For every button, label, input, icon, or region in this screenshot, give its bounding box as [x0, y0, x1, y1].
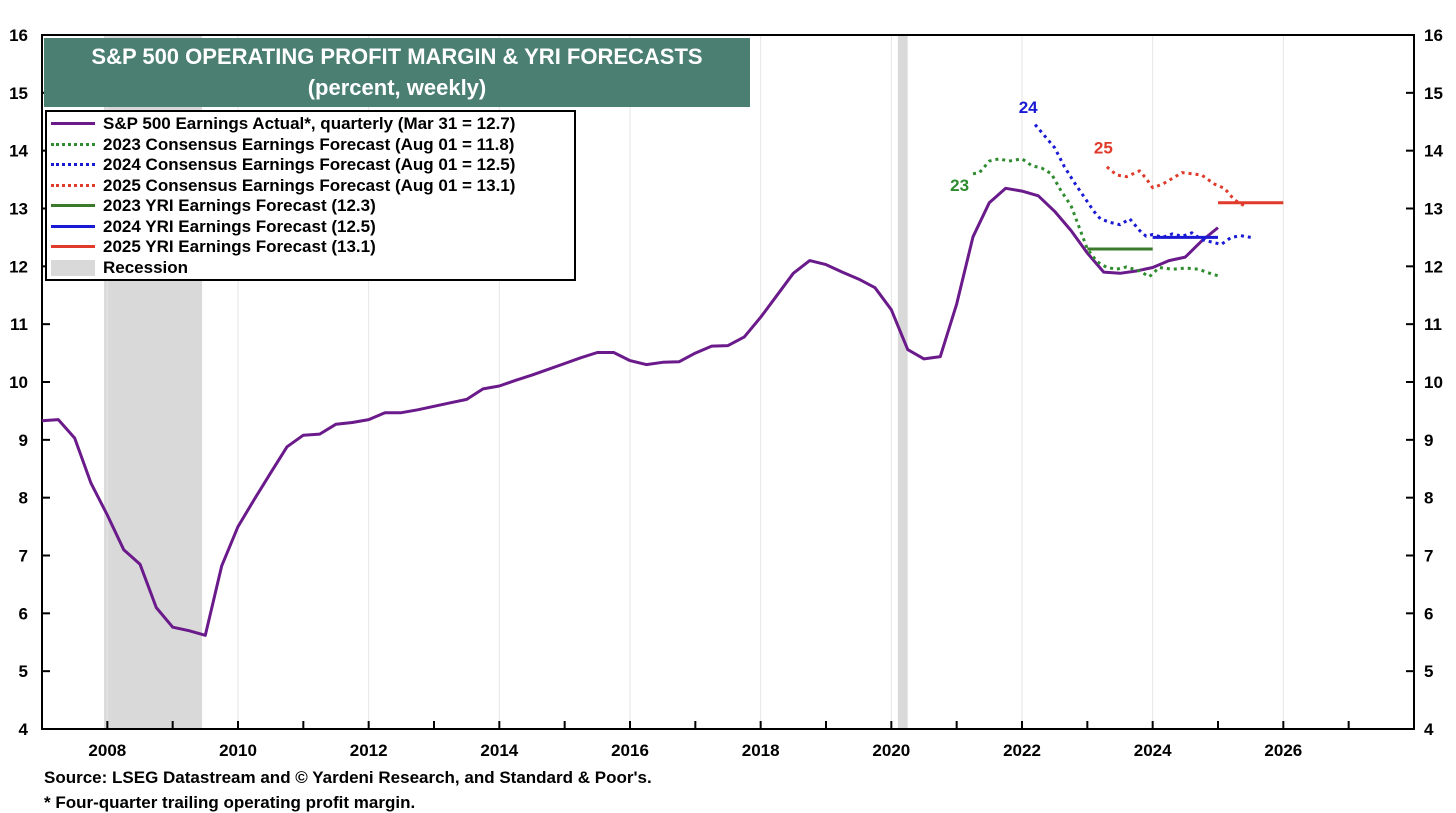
- legend-item: 2024 Consensus Earnings Forecast (Aug 01…: [47, 155, 574, 176]
- y-tick-label-right: 9: [1424, 431, 1433, 450]
- y-tick-label-left: 16: [9, 26, 28, 45]
- chart-legend: S&P 500 Earnings Actual*, quarterly (Mar…: [45, 110, 576, 281]
- y-tick-label-left: 8: [19, 489, 28, 508]
- legend-swatch: [51, 239, 95, 255]
- series-annotation-23: 23: [950, 176, 969, 195]
- y-tick-label-right: 5: [1424, 662, 1433, 681]
- legend-label: 2024 Consensus Earnings Forecast (Aug 01…: [103, 155, 516, 175]
- x-tick-label: 2024: [1134, 741, 1172, 760]
- y-tick-label-left: 5: [19, 662, 28, 681]
- y-tick-label-left: 14: [9, 142, 28, 161]
- legend-item: S&P 500 Earnings Actual*, quarterly (Mar…: [47, 114, 574, 135]
- chart-title: S&P 500 OPERATING PROFIT MARGIN & YRI FO…: [91, 44, 703, 69]
- y-tick-label-left: 4: [19, 720, 29, 739]
- y-tick-label-right: 14: [1424, 142, 1443, 161]
- legend-swatch: [51, 259, 95, 276]
- y-tick-label-right: 16: [1424, 26, 1443, 45]
- legend-item: 2025 Consensus Earnings Forecast (Aug 01…: [47, 176, 574, 197]
- x-tick-label: 2010: [219, 741, 257, 760]
- y-tick-label-left: 7: [19, 547, 28, 566]
- y-tick-label-right: 7: [1424, 547, 1433, 566]
- source-note: Source: LSEG Datastream and © Yardeni Re…: [44, 768, 652, 787]
- legend-swatch: [51, 198, 95, 214]
- y-tick-label-right: 8: [1424, 489, 1433, 508]
- chart-subtitle: (percent, weekly): [307, 75, 487, 100]
- legend-swatch: [51, 219, 95, 235]
- legend-label: 2023 Consensus Earnings Forecast (Aug 01…: [103, 134, 515, 154]
- legend-item: 2023 YRI Earnings Forecast (12.3): [47, 196, 574, 217]
- legend-item: 2023 Consensus Earnings Forecast (Aug 01…: [47, 135, 574, 156]
- x-tick-label: 2012: [350, 741, 388, 760]
- x-tick-label: 2014: [480, 741, 518, 760]
- y-tick-label-right: 6: [1424, 604, 1433, 623]
- recession-band-1: [897, 35, 908, 729]
- y-tick-label-right: 12: [1424, 257, 1443, 276]
- y-tick-label-right: 10: [1424, 373, 1443, 392]
- legend-label: 2025 YRI Earnings Forecast (13.1): [103, 237, 376, 257]
- legend-label: Recession: [103, 257, 189, 277]
- y-tick-label-left: 12: [9, 257, 28, 276]
- legend-item: 2025 YRI Earnings Forecast (13.1): [47, 237, 574, 258]
- y-tick-label-right: 15: [1424, 84, 1443, 103]
- x-tick-label: 2016: [611, 741, 649, 760]
- legend-swatch: [51, 116, 95, 132]
- y-tick-label-right: 4: [1424, 720, 1434, 739]
- y-tick-label-left: 15: [9, 84, 28, 103]
- series-line-3: [1105, 165, 1245, 207]
- series-line-1: [972, 157, 1222, 279]
- y-tick-label-right: 13: [1424, 200, 1443, 219]
- series-line-0: [41, 186, 1219, 637]
- x-tick-label: 2018: [742, 741, 780, 760]
- series-annotation-25: 25: [1094, 139, 1113, 158]
- x-tick-label: 2008: [88, 741, 126, 760]
- footnote: * Four-quarter trailing operating profit…: [44, 793, 416, 812]
- legend-item: Recession: [47, 258, 574, 279]
- x-tick-label: 2022: [1003, 741, 1041, 760]
- legend-item: 2024 YRI Earnings Forecast (12.5): [47, 217, 574, 238]
- y-tick-label-left: 6: [19, 604, 28, 623]
- x-tick-label: 2020: [872, 741, 910, 760]
- legend-swatch: [51, 157, 95, 173]
- legend-label: 2025 Consensus Earnings Forecast (Aug 01…: [103, 175, 516, 195]
- legend-swatch: [51, 178, 95, 194]
- y-tick-label-left: 10: [9, 373, 28, 392]
- y-tick-label-right: 11: [1424, 315, 1442, 334]
- legend-label: 2023 YRI Earnings Forecast (12.3): [103, 196, 376, 216]
- y-tick-label-left: 13: [9, 200, 28, 219]
- y-tick-label-left: 9: [19, 431, 28, 450]
- legend-label: S&P 500 Earnings Actual*, quarterly (Mar…: [103, 114, 516, 134]
- x-tick-label: 2026: [1264, 741, 1302, 760]
- legend-swatch: [51, 137, 95, 153]
- series-annotation-24: 24: [1019, 98, 1038, 117]
- chart-title-box: S&P 500 OPERATING PROFIT MARGIN & YRI FO…: [44, 38, 750, 107]
- legend-label: 2024 YRI Earnings Forecast (12.5): [103, 216, 376, 236]
- y-tick-label-left: 11: [10, 315, 28, 334]
